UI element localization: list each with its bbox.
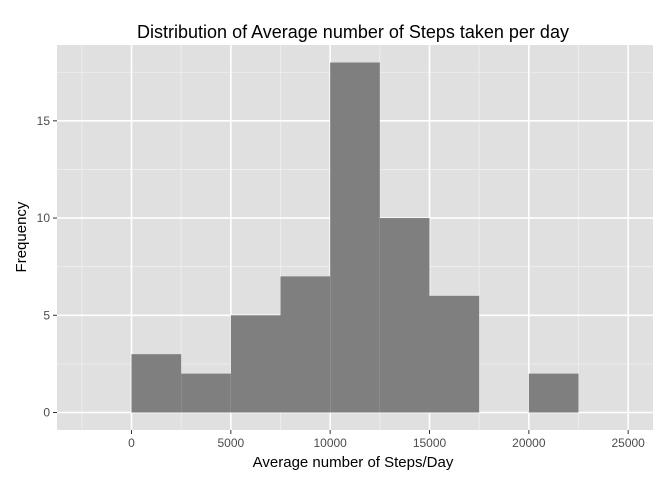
x-tick-label: 10000 bbox=[313, 436, 347, 450]
y-tick-label: 15 bbox=[37, 114, 51, 128]
y-axis-ticks: 0 5 10 15 bbox=[37, 114, 57, 420]
histogram-bar bbox=[132, 354, 182, 412]
x-tick-label: 15000 bbox=[413, 436, 447, 450]
histogram-bar bbox=[231, 315, 281, 412]
chart-title: Distribution of Average number of Steps … bbox=[137, 22, 569, 42]
histogram-bar bbox=[430, 296, 480, 413]
y-axis-title: Frequency bbox=[13, 201, 30, 272]
histogram-bar bbox=[380, 218, 430, 412]
histogram-bar bbox=[181, 374, 231, 413]
x-tick-label: 20000 bbox=[512, 436, 546, 450]
x-tick-label: 5000 bbox=[217, 436, 244, 450]
histogram-bar bbox=[330, 63, 380, 413]
x-tick-label: 0 bbox=[128, 436, 135, 450]
x-axis-title: Average number of Steps/Day bbox=[253, 454, 454, 471]
y-tick-label: 5 bbox=[43, 308, 50, 322]
y-tick-label: 0 bbox=[43, 406, 50, 420]
x-axis-ticks: 0 5000 10000 15000 20000 25000 bbox=[128, 430, 645, 450]
histogram-bar bbox=[529, 374, 579, 413]
y-tick-label: 10 bbox=[37, 211, 51, 225]
x-tick-label: 25000 bbox=[611, 436, 645, 450]
histogram-bar bbox=[281, 276, 331, 412]
